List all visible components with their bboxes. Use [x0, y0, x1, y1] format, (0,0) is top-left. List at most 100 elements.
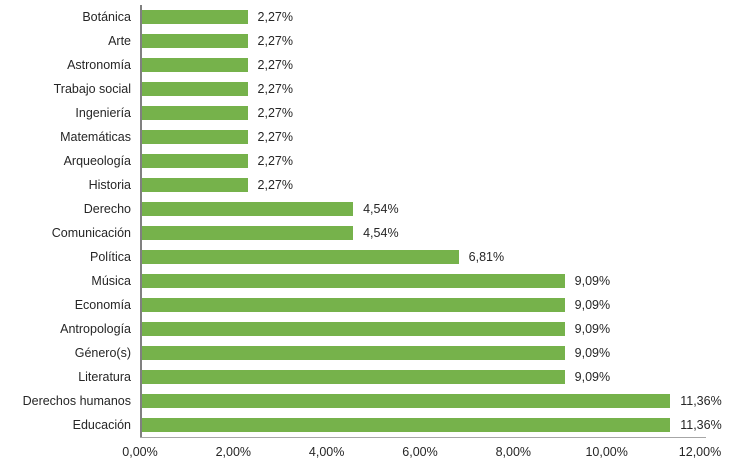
bar [142, 34, 248, 48]
bar [142, 322, 565, 336]
bar-row: Antropología 9,09% [0, 317, 738, 341]
bar-track: 11,36% [140, 389, 722, 413]
x-tick-label: 12,00% [678, 445, 722, 459]
bar-row: Astronomía 2,27% [0, 53, 738, 77]
bar-track: 6,81% [140, 245, 700, 269]
value-label: 2,27% [257, 154, 293, 168]
bar-track: 9,09% [140, 365, 700, 389]
value-label: 2,27% [257, 10, 293, 24]
bar [142, 202, 354, 216]
bar-track: 2,27% [140, 5, 700, 29]
bar [142, 130, 248, 144]
bar-row: Comunicación 4,54% [0, 221, 738, 245]
x-axis-row: 0,00% 2,00% 4,00% 6,00% 8,00% 10,00% 12,00% [0, 437, 738, 467]
bar-row: Educación 11,36% [0, 413, 738, 437]
bar-row: Botánica 2,27% [0, 5, 738, 29]
plot-area: Botánica 2,27% Arte 2,27% Astronomía 2,2… [0, 5, 738, 437]
bar-track: 9,09% [140, 341, 700, 365]
x-tick-label: 8,00% [495, 445, 532, 459]
bar-track: 2,27% [140, 149, 700, 173]
bar-row: Género(s) 9,09% [0, 341, 738, 365]
category-label: Historia [88, 178, 131, 192]
bar-track: 2,27% [140, 173, 700, 197]
bar-row: Arqueología 2,27% [0, 149, 738, 173]
category-label: Literatura [78, 370, 131, 384]
category-label: Política [90, 250, 131, 264]
bar-row: Trabajo social 2,27% [0, 77, 738, 101]
category-label: Educación [72, 418, 131, 432]
category-label: Astronomía [67, 58, 131, 72]
x-tick-label: 4,00% [308, 445, 345, 459]
bar-track: 2,27% [140, 29, 700, 53]
x-tick-label: 6,00% [402, 445, 438, 459]
value-label: 6,81% [468, 250, 505, 264]
bar-track: 2,27% [140, 101, 700, 125]
bar-track: 4,54% [140, 197, 700, 221]
bar-track: 11,36% [140, 413, 722, 437]
bar-row: Historia 2,27% [0, 173, 738, 197]
x-axis: 0,00% 2,00% 4,00% 6,00% 8,00% 10,00% 12,00% [122, 437, 721, 467]
bar [142, 394, 671, 408]
x-tick-label: 0,00% [122, 445, 158, 459]
x-axis-line [140, 437, 706, 438]
bar [142, 178, 248, 192]
bar-row: Música 9,09% [0, 269, 738, 293]
bar [142, 298, 565, 312]
value-label: 2,27% [257, 130, 293, 144]
bar [142, 154, 248, 168]
value-label: 9,09% [574, 322, 611, 336]
value-label: 9,09% [574, 370, 611, 384]
bar [142, 226, 354, 240]
bar-row: Literatura 9,09% [0, 365, 738, 389]
category-label: Economía [74, 298, 131, 312]
value-label: 9,09% [574, 274, 611, 288]
value-label: 11,36% [680, 418, 722, 432]
value-label: 9,09% [574, 346, 611, 360]
value-label: 2,27% [257, 178, 293, 192]
category-label: Música [91, 274, 131, 288]
value-label: 2,27% [257, 82, 293, 96]
bar [142, 346, 565, 360]
category-label: Antropología [60, 322, 131, 336]
bar [142, 250, 459, 264]
bar [142, 418, 671, 432]
bar [142, 10, 248, 24]
value-label: 2,27% [257, 34, 293, 48]
bar-track: 9,09% [140, 269, 700, 293]
category-label: Derecho [83, 202, 131, 216]
category-label: Género(s) [74, 346, 131, 360]
bar-row: Economía 9,09% [0, 293, 738, 317]
category-label: Botánica [82, 10, 131, 24]
bar-track: 9,09% [140, 317, 700, 341]
bar-track: 4,54% [140, 221, 700, 245]
axis-spacer [0, 437, 140, 467]
category-label: Derechos humanos [22, 394, 131, 408]
value-label: 4,54% [363, 202, 399, 216]
bar [142, 370, 565, 384]
bar [142, 82, 248, 96]
bar-track: 9,09% [140, 293, 700, 317]
bar-row: Arte 2,27% [0, 29, 738, 53]
category-label: Ingeniería [75, 106, 131, 120]
bar-row: Derecho 4,54% [0, 197, 738, 221]
bar [142, 58, 248, 72]
bar-track: 2,27% [140, 125, 700, 149]
bar-row: Ingeniería 2,27% [0, 101, 738, 125]
x-tick-label: 2,00% [215, 445, 252, 459]
category-label: Arqueología [63, 154, 131, 168]
bar-track: 2,27% [140, 53, 700, 77]
value-label: 9,09% [574, 298, 611, 312]
category-label: Matemáticas [60, 130, 131, 144]
bar-row: Política 6,81% [0, 245, 738, 269]
bar-row: Derechos humanos 11,36% [0, 389, 738, 413]
bar-row: Matemáticas 2,27% [0, 125, 738, 149]
value-label: 2,27% [257, 58, 293, 72]
value-label: 2,27% [257, 106, 293, 120]
category-label: Comunicación [51, 226, 131, 240]
bar-track: 2,27% [140, 77, 700, 101]
bar [142, 274, 565, 288]
category-label: Arte [108, 34, 131, 48]
category-label: Trabajo social [53, 82, 131, 96]
bar [142, 106, 248, 120]
